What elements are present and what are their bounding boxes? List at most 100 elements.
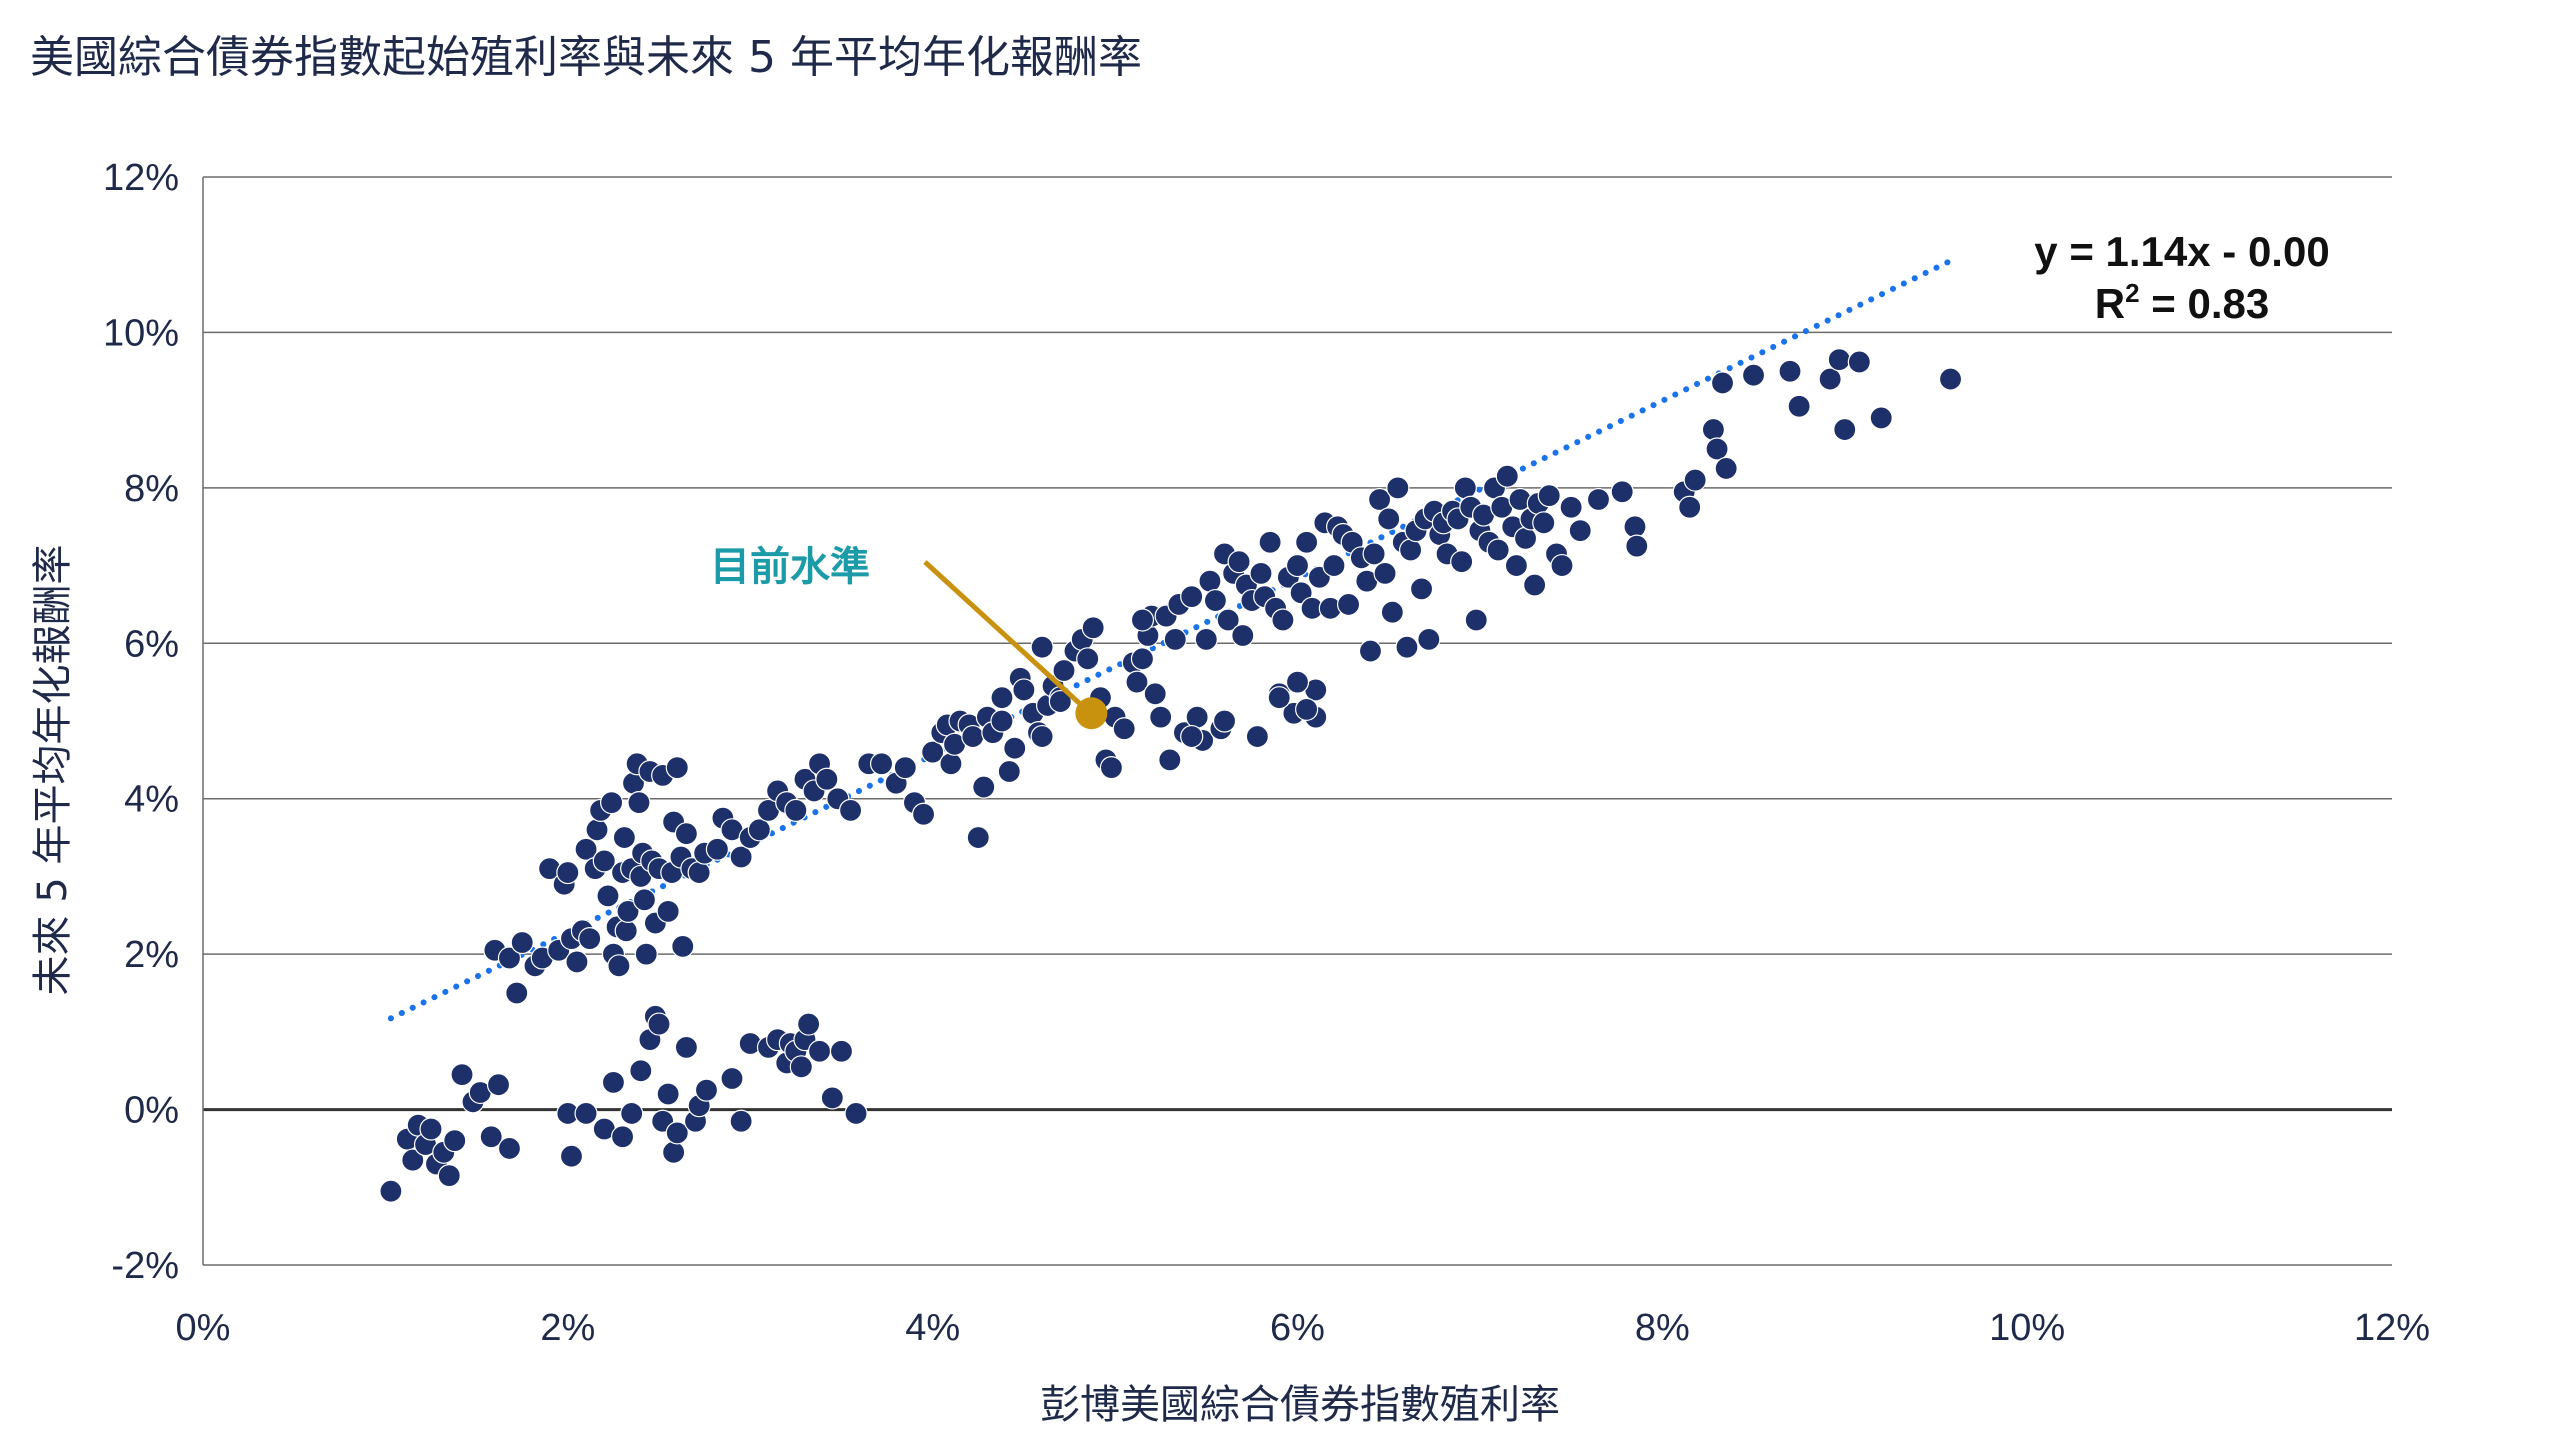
data-point <box>1386 476 1410 500</box>
data-point <box>479 1125 503 1149</box>
data-point <box>1052 658 1076 683</box>
y-tick-label: 0% <box>124 1090 179 1132</box>
current-level-annotation: 目前水準 <box>710 544 1108 730</box>
y-tick-label: 10% <box>103 312 179 354</box>
data-point <box>486 1073 511 1097</box>
data-point <box>829 1039 854 1063</box>
data-point <box>632 888 657 912</box>
data-point <box>1158 748 1182 772</box>
data-point <box>607 954 631 978</box>
data-point <box>1112 717 1136 741</box>
data-point <box>1227 550 1251 574</box>
data-point <box>1398 538 1423 562</box>
data-point <box>497 1136 522 1161</box>
data-point <box>820 1086 844 1110</box>
data-point <box>1362 542 1386 566</box>
data-point <box>720 1066 744 1091</box>
data-point <box>1003 736 1027 760</box>
data-point <box>893 756 917 780</box>
data-point <box>1212 709 1237 733</box>
data-point <box>1295 697 1319 721</box>
data-point <box>1513 526 1538 550</box>
data-point <box>1194 627 1218 652</box>
data-point <box>1216 608 1240 632</box>
data-point <box>1550 553 1574 578</box>
data-point <box>379 1179 403 1203</box>
x-tick-label: 8% <box>1635 1307 1690 1349</box>
data-point <box>616 899 640 924</box>
y-tick-label: 4% <box>124 779 179 821</box>
y-axis-label: 未來 5 年平均年化報酬率 <box>30 545 76 996</box>
data-point <box>647 1012 671 1036</box>
data-point <box>1523 573 1547 597</box>
chart-title: 美國綜合債券指數起始殖利率與未來 5 年平均年化報酬率 <box>30 32 1142 83</box>
data-point <box>600 790 624 815</box>
x-tick-label: 2% <box>540 1307 595 1349</box>
data-point <box>665 1121 689 1145</box>
data-point <box>1267 686 1291 710</box>
annotation-arrow <box>923 560 1082 706</box>
data-points <box>379 348 1963 1203</box>
data-point <box>1586 487 1611 512</box>
data-point <box>1847 350 1871 374</box>
data-point <box>585 818 609 842</box>
data-point <box>1453 476 1477 500</box>
data-point <box>1030 635 1054 659</box>
y-tick-label: -2% <box>111 1245 179 1287</box>
data-point <box>1149 705 1173 729</box>
x-tick-label: 12% <box>2354 1307 2430 1349</box>
data-point <box>1163 627 1187 652</box>
data-point <box>1450 550 1474 574</box>
x-tick-label: 10% <box>1989 1307 2065 1349</box>
data-point <box>961 724 985 749</box>
x-tick-label: 0% <box>176 1307 231 1349</box>
data-point <box>815 767 839 791</box>
r-squared-superscript: 2 <box>2125 278 2139 308</box>
data-point <box>1322 553 1346 578</box>
data-point <box>990 709 1014 733</box>
x-axis-label: 彭博美國綜合債券指數殖利率 <box>1040 1382 1560 1428</box>
data-point <box>1683 468 1707 492</box>
data-point <box>510 930 534 955</box>
data-point <box>662 1140 686 1164</box>
data-point <box>1198 569 1222 593</box>
y-tick-label: 8% <box>124 468 179 510</box>
data-point <box>1180 585 1204 609</box>
data-point <box>844 1101 868 1126</box>
data-point <box>1568 518 1592 543</box>
data-point <box>1495 464 1519 488</box>
current-level-label: 目前水準 <box>710 544 870 590</box>
data-point <box>1180 724 1204 749</box>
data-point <box>1048 689 1072 714</box>
data-point <box>729 1109 753 1133</box>
y-tick-label: 2% <box>124 934 179 976</box>
data-point <box>1532 511 1556 535</box>
data-point <box>1245 724 1269 749</box>
data-point <box>1623 515 1647 539</box>
data-point <box>1373 561 1397 585</box>
data-point <box>419 1117 443 1141</box>
data-point <box>592 849 616 873</box>
data-point <box>401 1148 425 1172</box>
y-tick-labels: 12% 10% 8% 6% 4% 2% 0% -2% <box>103 157 179 1287</box>
data-point <box>437 1164 461 1188</box>
data-point <box>729 845 753 869</box>
data-point <box>614 919 638 943</box>
data-point <box>921 740 945 764</box>
data-point <box>869 752 894 776</box>
data-point <box>629 1059 653 1083</box>
data-point <box>1537 484 1561 508</box>
data-point <box>596 884 620 908</box>
data-point <box>1367 487 1392 512</box>
data-point <box>966 825 990 850</box>
data-point <box>578 926 602 951</box>
data-point <box>1409 577 1434 601</box>
data-point <box>1787 394 1811 418</box>
data-point <box>797 1012 821 1036</box>
data-point <box>1030 724 1054 749</box>
trend-equation: y = 1.14x - 0.00 <box>2034 228 2329 275</box>
data-point <box>634 942 658 966</box>
data-point <box>1741 363 1766 387</box>
data-point <box>1395 635 1419 659</box>
data-point <box>687 860 711 885</box>
